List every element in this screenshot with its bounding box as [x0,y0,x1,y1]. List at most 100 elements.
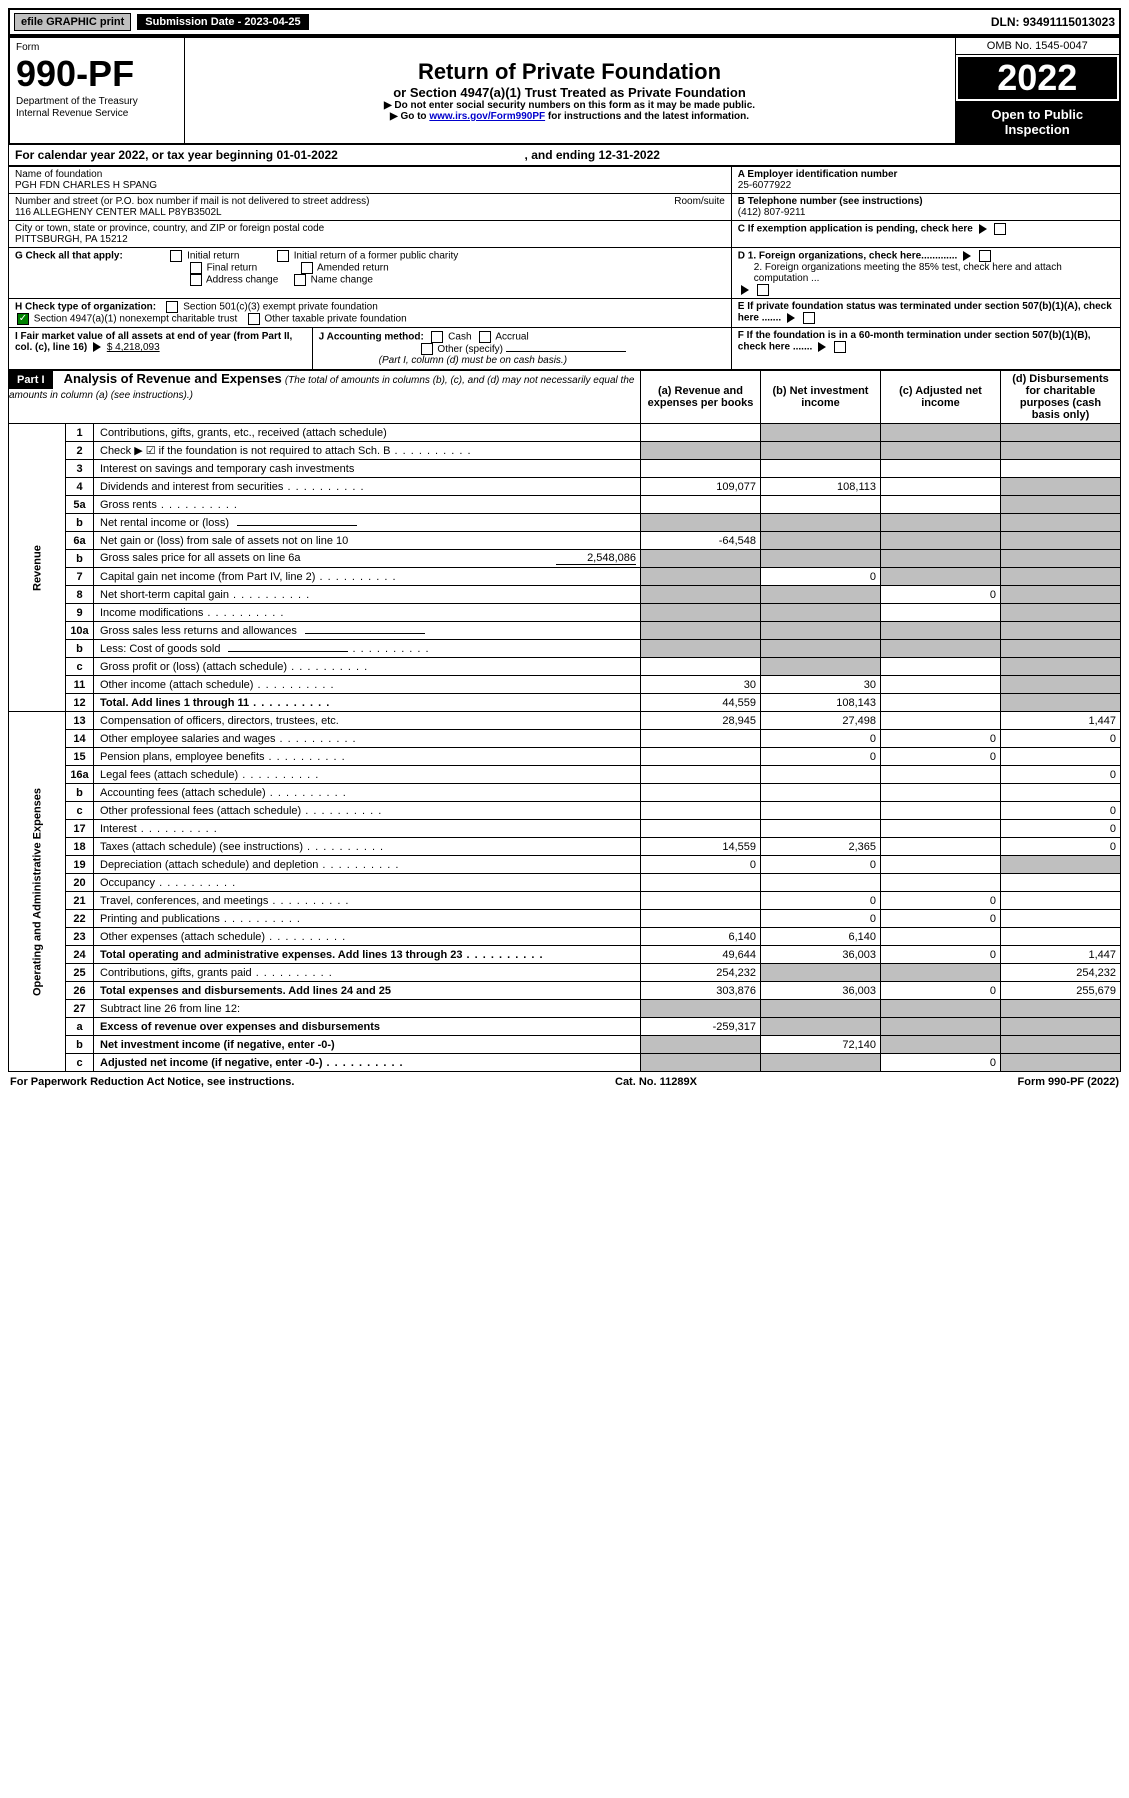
cell-value: 36,003 [761,982,881,1000]
page-footer: For Paperwork Reduction Act Notice, see … [8,1072,1121,1092]
cell-value [641,892,761,910]
cell-value [641,622,761,640]
line-number: 4 [66,478,94,496]
cell-value [1001,568,1121,586]
cell-value [761,766,881,784]
cell-value: 0 [761,748,881,766]
cell-value [1001,910,1121,928]
e-checkbox[interactable] [803,312,815,324]
line-description: Less: Cost of goods sold [94,640,641,658]
cell-value [641,442,761,460]
line-number: 8 [66,586,94,604]
d2-checkbox[interactable] [757,284,769,296]
irs: Internal Revenue Service [16,108,128,119]
part1-table: Part I Analysis of Revenue and Expenses … [8,370,1121,1072]
g-initial-return[interactable] [170,250,182,262]
cell-value [761,658,881,676]
g-label: G Check all that apply: [15,251,123,262]
cell-value [1001,442,1121,460]
line-description: Other expenses (attach schedule) [94,928,641,946]
table-row: 9Income modifications [9,604,1121,622]
header-note-1: ▶ Do not enter social security numbers o… [191,100,949,111]
cell-value [881,712,1001,730]
cell-value [1001,676,1121,694]
g-opt-2: Address change [206,275,278,286]
line-description: Gross profit or (loss) (attach schedule) [94,658,641,676]
line-description: Pension plans, employee benefits [94,748,641,766]
submission-date: Submission Date - 2023-04-25 [137,14,308,30]
cell-value [641,748,761,766]
g-amended[interactable] [301,262,313,274]
line-number: c [66,802,94,820]
line-description: Other professional fees (attach schedule… [94,802,641,820]
col-b-header: (b) Net investment income [761,371,881,424]
line-number: b [66,550,94,568]
cell-value: 108,113 [761,478,881,496]
cell-value [1001,1000,1121,1018]
table-row: 7Capital gain net income (from Part IV, … [9,568,1121,586]
cell-value [761,784,881,802]
cell-value [1001,1054,1121,1072]
cell-value: 108,143 [761,694,881,712]
cell-value: 0 [761,568,881,586]
cell-value [761,424,881,442]
h-other-taxable[interactable] [248,313,260,325]
g-name-change[interactable] [294,274,306,286]
j-other-label: Other (specify) [437,344,503,355]
g-address-change[interactable] [190,274,202,286]
table-row: 19Depreciation (attach schedule) and dep… [9,856,1121,874]
cell-value [761,1000,881,1018]
cell-value [881,532,1001,550]
table-row: 12Total. Add lines 1 through 1144,559108… [9,694,1121,712]
topbar: efile GRAPHIC print Submission Date - 20… [8,8,1121,36]
table-row: 18Taxes (attach schedule) (see instructi… [9,838,1121,856]
cell-value [881,514,1001,532]
f-label: F If the foundation is in a 60-month ter… [738,330,1091,353]
efile-print-button[interactable]: efile GRAPHIC print [14,13,131,31]
h-4947a1[interactable]: ✓ [17,313,29,325]
header-block: Form 990-PF Department of the Treasury I… [8,36,1121,145]
f-checkbox[interactable] [834,341,846,353]
d1-checkbox[interactable] [979,250,991,262]
c-checkbox[interactable] [994,223,1006,235]
table-row: 26Total expenses and disbursements. Add … [9,982,1121,1000]
g-initial-public[interactable] [277,250,289,262]
j-cash[interactable] [431,331,443,343]
line-number: b [66,1036,94,1054]
line-number: 18 [66,838,94,856]
table-row: aExcess of revenue over expenses and dis… [9,1018,1121,1036]
line-description: Other income (attach schedule) [94,676,641,694]
line-number: 10a [66,622,94,640]
g-opt-5: Name change [311,275,373,286]
h-501c3[interactable] [166,301,178,313]
line-description: Total. Add lines 1 through 11 [94,694,641,712]
line-number: b [66,514,94,532]
form-number: 990-PF [16,53,134,94]
j-other[interactable] [421,343,433,355]
cell-value [761,496,881,514]
cell-value [1001,892,1121,910]
cell-value [881,622,1001,640]
ein-label: A Employer identification number [738,169,898,180]
cell-value [1001,928,1121,946]
cell-value [1001,460,1121,478]
line-description: Interest [94,820,641,838]
i-value: $ 4,218,093 [107,342,160,353]
line-description: Capital gain net income (from Part IV, l… [94,568,641,586]
table-row: bNet rental income or (loss) [9,514,1121,532]
g-final-return[interactable] [190,262,202,274]
identity-block: Name of foundation PGH FDN CHARLES H SPA… [8,166,1121,370]
line-number: 25 [66,964,94,982]
form990pf-link[interactable]: www.irs.gov/Form990PF [429,111,545,122]
cell-value [881,550,1001,568]
arrow-icon [818,342,826,352]
table-row: 24Total operating and administrative exp… [9,946,1121,964]
j-accrual[interactable] [479,331,491,343]
table-row: Revenue1Contributions, gifts, grants, et… [9,424,1121,442]
line-number: 11 [66,676,94,694]
line-number: 6a [66,532,94,550]
cell-value [641,424,761,442]
table-row: 22Printing and publications00 [9,910,1121,928]
line-number: 2 [66,442,94,460]
line-description: Gross sales price for all assets on line… [94,550,641,568]
